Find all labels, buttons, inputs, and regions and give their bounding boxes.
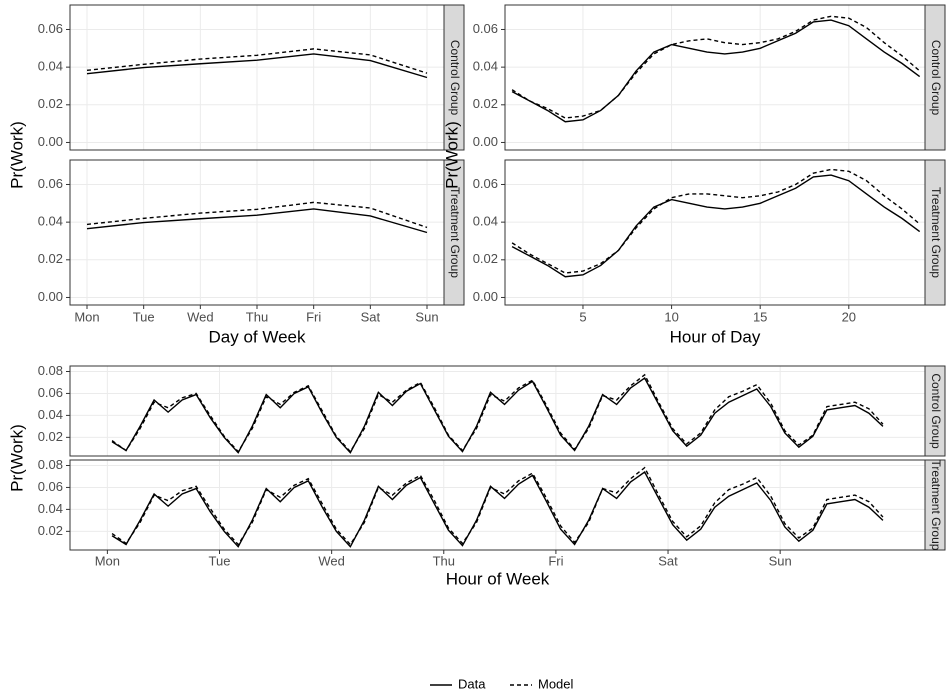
x-tick-label: Sat bbox=[658, 553, 678, 568]
y-axis-title: Pr(Work) bbox=[7, 424, 26, 492]
y-tick-label: 0.00 bbox=[473, 289, 498, 304]
x-tick-label: Thu bbox=[246, 309, 268, 324]
facet-strip bbox=[924, 459, 946, 551]
x-axis-title: Hour of Day bbox=[670, 327, 761, 346]
series-line bbox=[111, 373, 884, 453]
y-tick-label: 0.00 bbox=[38, 134, 63, 149]
series-line bbox=[511, 19, 921, 123]
y-tick-label: 0.02 bbox=[473, 251, 498, 266]
y-tick-label: 0.02 bbox=[38, 523, 63, 538]
facet-strip bbox=[924, 4, 946, 151]
x-tick-label: 5 bbox=[579, 309, 586, 324]
x-tick-label: Wed bbox=[187, 309, 214, 324]
facet-label: Treatment Group bbox=[929, 460, 943, 551]
series-line bbox=[111, 466, 884, 546]
y-tick-label: 0.04 bbox=[38, 501, 63, 516]
facet-label: Control Group bbox=[929, 373, 943, 449]
y-tick-label: 0.04 bbox=[38, 214, 63, 229]
panel-background bbox=[70, 366, 925, 456]
x-axis-title: Day of Week bbox=[208, 327, 306, 346]
series-line bbox=[86, 48, 428, 74]
x-tick-label: Tue bbox=[209, 553, 231, 568]
y-tick-label: 0.06 bbox=[38, 385, 63, 400]
x-tick-label: Sun bbox=[415, 309, 438, 324]
y-tick-label: 0.06 bbox=[38, 21, 63, 36]
legend-label: Data bbox=[458, 676, 486, 691]
facet-label: Control Group bbox=[448, 40, 462, 116]
y-tick-label: 0.04 bbox=[473, 214, 498, 229]
x-tick-label: 20 bbox=[842, 309, 856, 324]
y-tick-label: 0.06 bbox=[38, 479, 63, 494]
legend-label: Model bbox=[538, 676, 574, 691]
x-tick-label: Mon bbox=[95, 553, 120, 568]
y-tick-label: 0.00 bbox=[38, 289, 63, 304]
y-tick-label: 0.06 bbox=[473, 21, 498, 36]
y-tick-label: 0.06 bbox=[473, 176, 498, 191]
x-tick-label: Wed bbox=[318, 553, 345, 568]
facet-label: Treatment Group bbox=[929, 187, 943, 278]
facet-strip bbox=[443, 4, 465, 151]
x-tick-label: 15 bbox=[753, 309, 767, 324]
panel-background bbox=[505, 5, 925, 150]
series-line bbox=[111, 471, 884, 548]
y-tick-label: 0.02 bbox=[38, 251, 63, 266]
x-tick-label: Thu bbox=[433, 553, 455, 568]
y-tick-label: 0.04 bbox=[38, 59, 63, 74]
series-line bbox=[511, 168, 921, 274]
x-tick-label: Sun bbox=[769, 553, 792, 568]
series-line bbox=[86, 208, 428, 234]
series-line bbox=[511, 174, 921, 278]
x-axis-title: Hour of Week bbox=[446, 569, 550, 588]
y-tick-label: 0.08 bbox=[38, 363, 63, 378]
facet-label: Treatment Group bbox=[448, 187, 462, 278]
facet-strip bbox=[443, 159, 465, 306]
y-tick-label: 0.00 bbox=[473, 134, 498, 149]
panel-background bbox=[505, 160, 925, 305]
y-tick-label: 0.04 bbox=[473, 59, 498, 74]
series-line bbox=[86, 201, 428, 229]
y-axis-title: Pr(Work) bbox=[7, 121, 26, 189]
x-tick-label: Tue bbox=[133, 309, 155, 324]
x-tick-label: Fri bbox=[306, 309, 321, 324]
y-tick-label: 0.04 bbox=[38, 407, 63, 422]
y-tick-label: 0.06 bbox=[38, 176, 63, 191]
facet-strip bbox=[924, 365, 946, 457]
y-axis-title: Pr(Work) bbox=[442, 121, 461, 189]
y-tick-label: 0.02 bbox=[38, 96, 63, 111]
series-line bbox=[511, 15, 921, 119]
y-tick-label: 0.08 bbox=[38, 457, 63, 472]
x-tick-label: Mon bbox=[74, 309, 99, 324]
x-tick-label: 10 bbox=[664, 309, 678, 324]
facet-strip bbox=[924, 159, 946, 306]
series-line bbox=[86, 53, 428, 79]
facet-label: Control Group bbox=[929, 40, 943, 116]
x-tick-label: Fri bbox=[548, 553, 563, 568]
x-tick-label: Sat bbox=[361, 309, 381, 324]
y-tick-label: 0.02 bbox=[473, 96, 498, 111]
panel-background bbox=[70, 460, 925, 550]
y-tick-label: 0.02 bbox=[38, 429, 63, 444]
